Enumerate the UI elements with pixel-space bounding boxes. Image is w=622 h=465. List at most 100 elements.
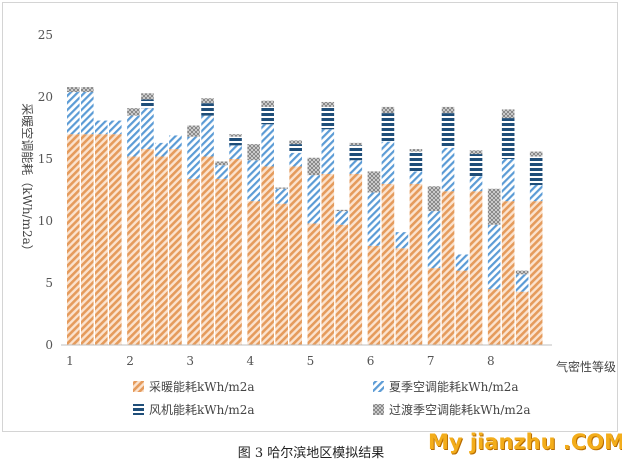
bar-segment-series-2 (201, 115, 214, 157)
bar-segment-series-1 (261, 166, 274, 345)
bar-segment-series-4 (501, 109, 515, 119)
bar-segment-series-2 (169, 135, 182, 150)
x-tick-label: 5 (307, 354, 315, 368)
bar-segment-series-1 (487, 289, 501, 345)
bar-segment-series-4 (529, 151, 543, 157)
legend-swatch (133, 404, 144, 415)
bar-segment-series-2 (529, 185, 543, 202)
y-axis-title: 采暖空调能耗（kWh/m2a） (20, 103, 34, 257)
bar-segment-series-3 (289, 144, 302, 153)
bar-segment-series-4 (215, 161, 228, 166)
bar-segment-series-2 (395, 232, 409, 249)
x-tick-label: 4 (247, 354, 255, 368)
bar-segment-series-2 (307, 175, 321, 224)
bar-segment-series-3 (349, 145, 363, 161)
bar-segment-series-2 (469, 176, 483, 192)
y-tick-label: 25 (38, 28, 53, 42)
bar-segment-series-1 (141, 149, 154, 345)
bar-segment-series-3 (441, 113, 455, 148)
bar-segment-series-4 (275, 187, 288, 189)
bar-segment-series-4 (247, 144, 260, 161)
x-tick-label: 2 (126, 354, 134, 368)
bar-segment-series-2 (427, 211, 441, 269)
x-tick-label: 1 (66, 354, 74, 368)
bar-segment-series-2 (349, 160, 363, 174)
bar-segment-series-1 (501, 201, 515, 345)
x-axis-title: 气密性等级 (556, 359, 616, 374)
bar-segment-series-1 (229, 159, 242, 345)
bar-segment-series-2 (441, 147, 455, 192)
bar-segment-series-1 (109, 134, 122, 345)
legend: 采暖能耗kWh/m2a 夏季空调能耗kWh/m2a 风机能耗kWh/m2a 过渡季空调… (133, 380, 531, 417)
bar-segment-series-1 (67, 134, 80, 345)
bar-segment-series-1 (529, 201, 543, 345)
bar-segment-series-3 (141, 99, 154, 109)
bar-segment-series-2 (455, 254, 469, 271)
y-axis-title-group: 采暖空调能耗（kWh/m2a） (20, 103, 34, 257)
bar-segment-series-3 (409, 151, 423, 172)
bar-segment-series-2 (275, 188, 288, 204)
bar-segment-series-4 (201, 98, 214, 104)
bar-segment-series-1 (201, 156, 214, 345)
y-tick-label: 20 (38, 90, 53, 104)
bar-segment-series-2 (187, 136, 200, 179)
bar-segment-series-2 (141, 108, 154, 150)
legend-swatch (373, 404, 384, 415)
x-tick-label: 6 (367, 354, 375, 368)
legend-label: 夏季空调能耗kWh/m2a (389, 380, 519, 394)
stacked-bar-chart: 采暖空调能耗（kWh/m2a） 0 5 10 15 20 25 1 2 3 4 5 6 7 8 气密性等级… (20, 28, 616, 417)
bar-segment-series-3 (201, 103, 214, 116)
bar-segment-series-4 (381, 106, 395, 114)
bar-segment-series-2 (289, 152, 302, 167)
bar-segment-series-4 (441, 106, 455, 114)
bar-segment-series-1 (215, 178, 228, 345)
bar-segment-series-1 (275, 203, 288, 345)
bars-layer (67, 87, 543, 345)
bar-segment-series-4 (321, 101, 335, 107)
legend-label: 过渡季空调能耗kWh/m2a (389, 402, 531, 417)
bar-segment-series-4 (335, 209, 349, 212)
bar-segment-series-4 (67, 87, 80, 93)
legend-swatch (133, 381, 144, 392)
bar-segment-series-2 (335, 211, 349, 225)
bar-segment-series-4 (349, 142, 363, 146)
bar-segment-series-2 (109, 120, 122, 135)
bar-segment-series-3 (529, 156, 543, 186)
bar-segment-series-2 (261, 124, 274, 167)
bar-segment-series-1 (187, 178, 200, 345)
bar-segment-series-3 (229, 136, 242, 146)
bar-segment-series-1 (381, 183, 395, 345)
bar-segment-series-4 (427, 186, 441, 212)
legend-label: 采暖能耗kWh/m2a (149, 380, 255, 394)
chart-frame: 采暖空调能耗（kWh/m2a） 0 5 10 15 20 25 1 2 3 4 5 6 7 8 气密性等级… (2, 2, 618, 432)
bar-segment-series-4 (367, 171, 381, 193)
bar-segment-series-4 (487, 188, 501, 225)
bar-segment-series-4 (307, 157, 321, 176)
y-tick-label: 15 (38, 152, 53, 166)
bar-segment-series-4 (289, 140, 302, 145)
bar-segment-series-1 (321, 173, 335, 345)
bar-segment-series-1 (307, 223, 321, 345)
legend-swatch (373, 381, 384, 392)
bar-segment-series-1 (427, 268, 441, 345)
bar-segment-series-1 (335, 224, 349, 345)
bar-segment-series-3 (321, 106, 335, 130)
bar-segment-series-3 (261, 106, 274, 125)
y-tick-label: 10 (38, 214, 53, 228)
x-tick-label: 7 (427, 354, 435, 368)
bar-segment-series-2 (127, 115, 140, 157)
bar-segment-series-1 (515, 291, 529, 345)
bar-segment-series-2 (367, 192, 381, 246)
watermark-logo: My jianzhu .COM (428, 430, 622, 454)
bar-segment-series-4 (469, 150, 483, 155)
bar-segment-series-2 (515, 274, 529, 292)
bar-segment-series-4 (229, 134, 242, 137)
bar-segment-series-2 (155, 142, 168, 157)
figure-caption: 图 3 哈尔滨地区模拟结果 (237, 446, 385, 461)
bar-segment-series-2 (321, 129, 335, 174)
bar-segment-series-2 (67, 92, 80, 135)
bar-segment-series-3 (381, 113, 395, 142)
bar-segment-series-1 (127, 156, 140, 345)
bar-segment-series-1 (169, 149, 182, 345)
bar-segment-series-1 (395, 248, 409, 345)
